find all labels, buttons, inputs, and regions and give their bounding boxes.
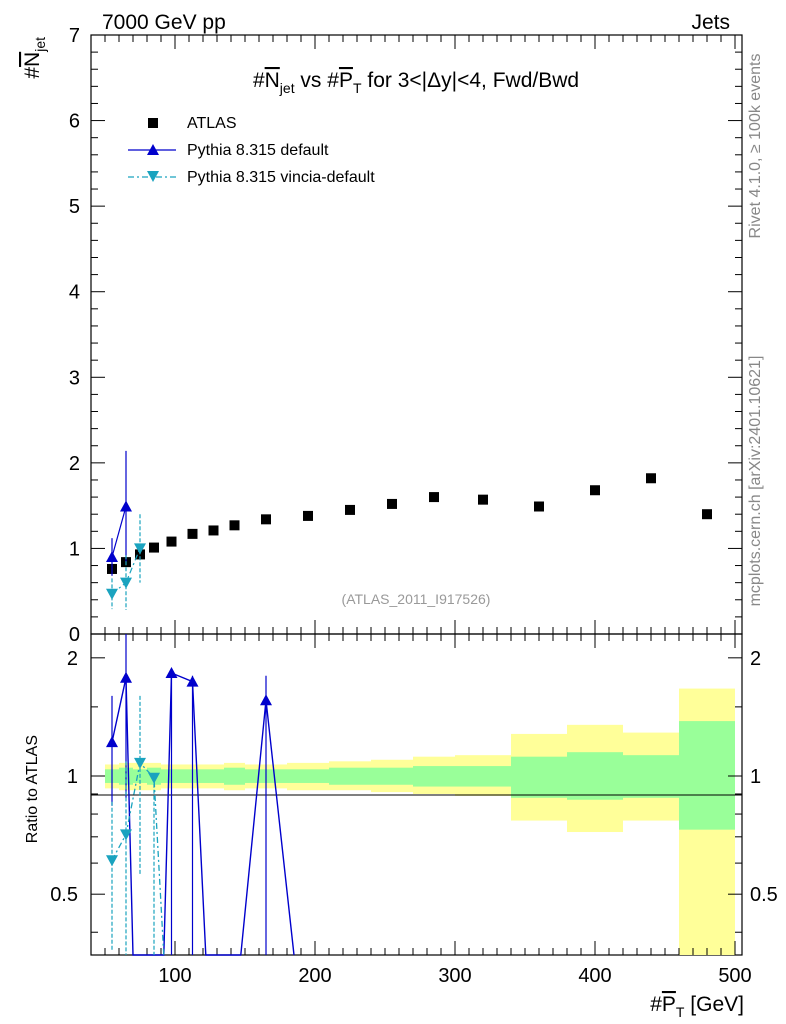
atlas-point xyxy=(702,509,712,520)
header-left: 7000 GeV pp xyxy=(102,11,226,34)
band-inner-bin xyxy=(511,756,567,798)
default-line xyxy=(111,506,127,558)
y-tick-label-main: 4 xyxy=(69,282,80,304)
band-inner-bin xyxy=(567,752,623,800)
band-inner-bin xyxy=(623,755,679,798)
y-tick-label-main: 2 xyxy=(69,453,80,475)
legend-marker-atlas xyxy=(148,118,158,128)
legend-marker-default xyxy=(147,144,159,155)
ratio-vincia-point xyxy=(134,757,146,769)
y-tick-label-main: 7 xyxy=(69,25,80,47)
legend-label-default: Pythia 8.315 default xyxy=(187,142,329,159)
atlas-point xyxy=(590,485,600,496)
title-n-overlined: N xyxy=(265,69,280,92)
mcplots-label: mcplots.cern.ch [arXiv:2401.10621] xyxy=(747,356,764,607)
ratio-vincia-point xyxy=(120,829,132,841)
header-right: Jets xyxy=(691,11,730,34)
atlas-point xyxy=(429,492,439,503)
rivet-label: Rivet 4.1.0, ≥ 100k events xyxy=(747,54,764,239)
atlas-point xyxy=(208,525,219,536)
y-tick-label-main: 5 xyxy=(69,196,80,218)
x-tick-label: 100 xyxy=(158,965,191,987)
ratio-default-point xyxy=(120,671,132,683)
atlas-point xyxy=(387,498,397,509)
band-inner-bin xyxy=(455,766,511,787)
x-tick-label: 200 xyxy=(298,965,331,987)
band-inner-bin xyxy=(287,769,329,783)
axis-ticks: 100 200 300 400 500 0 1 2 3 4 5 6 7 0.5 0.5 1 1 2 2 xyxy=(50,25,778,987)
x-tick-label: 500 xyxy=(718,965,751,987)
legend-label-atlas: ATLAS xyxy=(187,115,237,132)
band-inner-bin xyxy=(329,767,371,785)
atlas-point xyxy=(646,473,656,484)
main-series xyxy=(106,450,712,611)
atlas-point xyxy=(149,542,159,553)
y-tick-label-main: 6 xyxy=(69,111,80,133)
ratio-vincia-line xyxy=(111,761,165,956)
default-point xyxy=(120,500,132,512)
legend-marker-vincia xyxy=(147,171,159,182)
ratio-series xyxy=(106,634,295,956)
legend: ATLAS Pythia 8.315 default Pythia 8.315 … xyxy=(128,115,375,186)
title-p-overlined: P xyxy=(339,69,353,92)
y-tick-label-main: 1 xyxy=(69,538,80,560)
x-tick-label: 400 xyxy=(578,965,611,987)
y-tick-label-ratio-right: 0.5 xyxy=(750,884,778,906)
default-point xyxy=(106,550,118,562)
band-inner-bin xyxy=(413,766,455,787)
y-tick-label-main: 0 xyxy=(69,624,80,646)
analysis-id: (ATLAS_2011_I917526) xyxy=(342,591,491,607)
x-axis-label: #PT [GeV] xyxy=(650,993,744,1020)
atlas-point xyxy=(187,528,198,539)
ratio-y-axis-label: Ratio to ATLAS xyxy=(24,735,41,843)
ratio-vincia-point xyxy=(106,855,118,867)
ratio-default-point xyxy=(165,666,178,678)
band-inner-bin xyxy=(203,769,224,783)
legend-label-vincia: Pythia 8.315 vincia-default xyxy=(187,169,375,186)
y-tick-label-ratio-left: 2 xyxy=(67,648,78,670)
y-tick-label-main: 3 xyxy=(69,367,80,389)
atlas-point xyxy=(229,520,240,531)
band-inner-bin xyxy=(679,721,735,830)
y-axis-label: #Njet xyxy=(21,37,48,79)
ratio-bands xyxy=(105,688,735,955)
atlas-point xyxy=(534,501,544,512)
vincia-point xyxy=(134,543,146,555)
vincia-point xyxy=(120,577,132,589)
atlas-point xyxy=(478,494,488,505)
ratio-default-point xyxy=(106,736,118,748)
atlas-point xyxy=(261,514,271,525)
x-tick-label: 300 xyxy=(438,965,471,987)
band-inner-bin xyxy=(371,767,413,785)
atlas-point xyxy=(166,536,177,547)
ratio-default-line xyxy=(111,671,295,956)
atlas-point xyxy=(345,504,355,515)
y-tick-label-ratio-right: 2 xyxy=(750,648,761,670)
atlas-point xyxy=(303,510,313,521)
chart-title: #Njet vs #PT for 3<|Δy|<4, Fwd/Bwd xyxy=(253,69,579,96)
y-tick-label-ratio-left: 0.5 xyxy=(50,884,78,906)
y-tick-label-ratio-left: 1 xyxy=(67,766,78,788)
band-inner-bin xyxy=(224,767,245,785)
vincia-point xyxy=(106,588,118,600)
y-tick-label-ratio-right: 1 xyxy=(750,766,761,788)
